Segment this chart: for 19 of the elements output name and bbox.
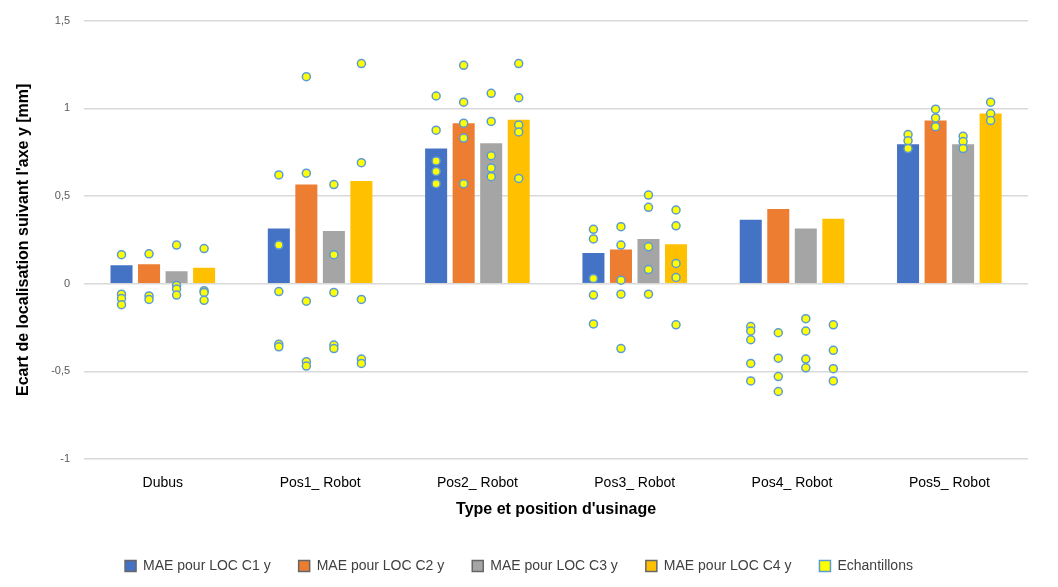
x-tick-label: Pos3_ Robot xyxy=(594,474,676,491)
x-tick-label: Pos1_ Robot xyxy=(279,474,361,491)
legend-label: Echantillons xyxy=(837,556,913,573)
y-tick-label: 1 xyxy=(64,101,71,114)
legend-label: MAE pour LOC C3 y xyxy=(490,556,618,573)
y-tick-label: -1 xyxy=(60,452,71,465)
y-tick-label: -0,5 xyxy=(51,364,71,377)
x-tick-label: Pos4_ Robot xyxy=(751,474,833,491)
legend-label: MAE pour LOC C1 y xyxy=(143,556,271,573)
x-axis-title: Type et position d'usinage xyxy=(456,499,657,517)
y-axis-title: Ecart de localisation suivant l'axe y [mm] xyxy=(14,83,32,396)
x-tick-label: Dubus xyxy=(142,474,184,491)
y-tick-label: 0 xyxy=(64,276,71,289)
legend-label: MAE pour LOC C4 y xyxy=(663,556,792,573)
y-tick-label: 1,5 xyxy=(54,13,71,26)
x-tick-label: Pos5_ Robot xyxy=(908,474,990,491)
x-tick-label: Pos2_ Robot xyxy=(436,474,518,491)
y-tick-label: 0,5 xyxy=(54,188,71,201)
legend-label: MAE pour LOC C2 y xyxy=(316,556,445,573)
